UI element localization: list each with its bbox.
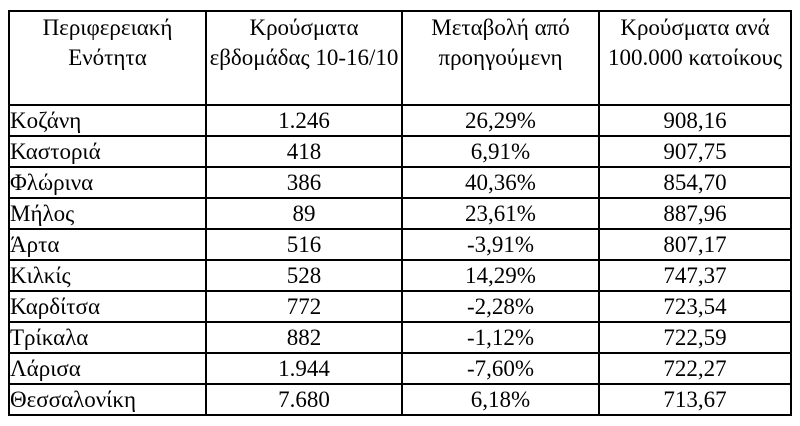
- change-cell: 14,29%: [401, 259, 600, 292]
- per-100k-cell: 887,96: [598, 197, 792, 230]
- table-row: Κιλκίς 528 14,29% 747,37: [8, 259, 792, 292]
- cases-week-cell: 772: [205, 290, 403, 323]
- change-cell: 26,29%: [401, 104, 600, 137]
- header-per-100k: Κρούσματα ανά 100.000 κατοίκους: [598, 10, 792, 106]
- region-cell: Κοζάνη: [8, 104, 207, 137]
- table-row: Φλώρινα 386 40,36% 854,70: [8, 166, 792, 199]
- change-cell: 23,61%: [401, 197, 600, 230]
- cases-week-cell: 528: [205, 259, 403, 292]
- region-cell: Φλώρινα: [8, 166, 207, 199]
- region-cell: Καστοριά: [8, 135, 207, 168]
- per-100k-cell: 747,37: [598, 259, 792, 292]
- change-cell: 40,36%: [401, 166, 600, 199]
- cases-table: Περιφερειακή Ενότητα Κρούσματα εβδομάδας…: [8, 10, 792, 416]
- per-100k-cell: 807,17: [598, 228, 792, 261]
- cases-week-cell: 1.944: [205, 352, 403, 385]
- region-cell: Άρτα: [8, 228, 207, 261]
- per-100k-cell: 723,54: [598, 290, 792, 323]
- region-cell: Τρίκαλα: [8, 321, 207, 354]
- change-cell: -7,60%: [401, 352, 600, 385]
- table-body: Κοζάνη 1.246 26,29% 908,16 Καστοριά 418 6,91% 9…: [8, 104, 792, 416]
- table-row: Κοζάνη 1.246 26,29% 908,16: [8, 104, 792, 137]
- region-cell: Λάρισα: [8, 352, 207, 385]
- change-cell: 6,18%: [401, 383, 600, 416]
- region-cell: Θεσσαλονίκη: [8, 383, 207, 416]
- cases-week-cell: 1.246: [205, 104, 403, 137]
- cases-week-cell: 386: [205, 166, 403, 199]
- table-row: Τρίκαλα 882 -1,12% 722,59: [8, 321, 792, 354]
- per-100k-cell: 722,27: [598, 352, 792, 385]
- per-100k-cell: 713,67: [598, 383, 792, 416]
- region-cell: Κιλκίς: [8, 259, 207, 292]
- table-row: Θεσσαλονίκη 7.680 6,18% 713,67: [8, 383, 792, 416]
- cases-week-cell: 7.680: [205, 383, 403, 416]
- per-100k-cell: 722,59: [598, 321, 792, 354]
- change-cell: -3,91%: [401, 228, 600, 261]
- region-cell: Μήλος: [8, 197, 207, 230]
- header-region: Περιφερειακή Ενότητα: [8, 10, 207, 106]
- header-change: Μεταβολή από προηγούμενη: [401, 10, 600, 106]
- region-cell: Καρδίτσα: [8, 290, 207, 323]
- per-100k-cell: 907,75: [598, 135, 792, 168]
- header-cases-week: Κρούσματα εβδομάδας 10-16/10: [205, 10, 403, 106]
- change-cell: -2,28%: [401, 290, 600, 323]
- cases-week-cell: 418: [205, 135, 403, 168]
- cases-week-cell: 882: [205, 321, 403, 354]
- table-row: Καρδίτσα 772 -2,28% 723,54: [8, 290, 792, 323]
- change-cell: -1,12%: [401, 321, 600, 354]
- header-row: Περιφερειακή Ενότητα Κρούσματα εβδομάδας…: [8, 10, 792, 106]
- cases-week-cell: 516: [205, 228, 403, 261]
- per-100k-cell: 908,16: [598, 104, 792, 137]
- table-row: Λάρισα 1.944 -7,60% 722,27: [8, 352, 792, 385]
- table-row: Άρτα 516 -3,91% 807,17: [8, 228, 792, 261]
- table-header: Περιφερειακή Ενότητα Κρούσματα εβδομάδας…: [8, 10, 792, 106]
- per-100k-cell: 854,70: [598, 166, 792, 199]
- cases-week-cell: 89: [205, 197, 403, 230]
- table-row: Μήλος 89 23,61% 887,96: [8, 197, 792, 230]
- table-row: Καστοριά 418 6,91% 907,75: [8, 135, 792, 168]
- change-cell: 6,91%: [401, 135, 600, 168]
